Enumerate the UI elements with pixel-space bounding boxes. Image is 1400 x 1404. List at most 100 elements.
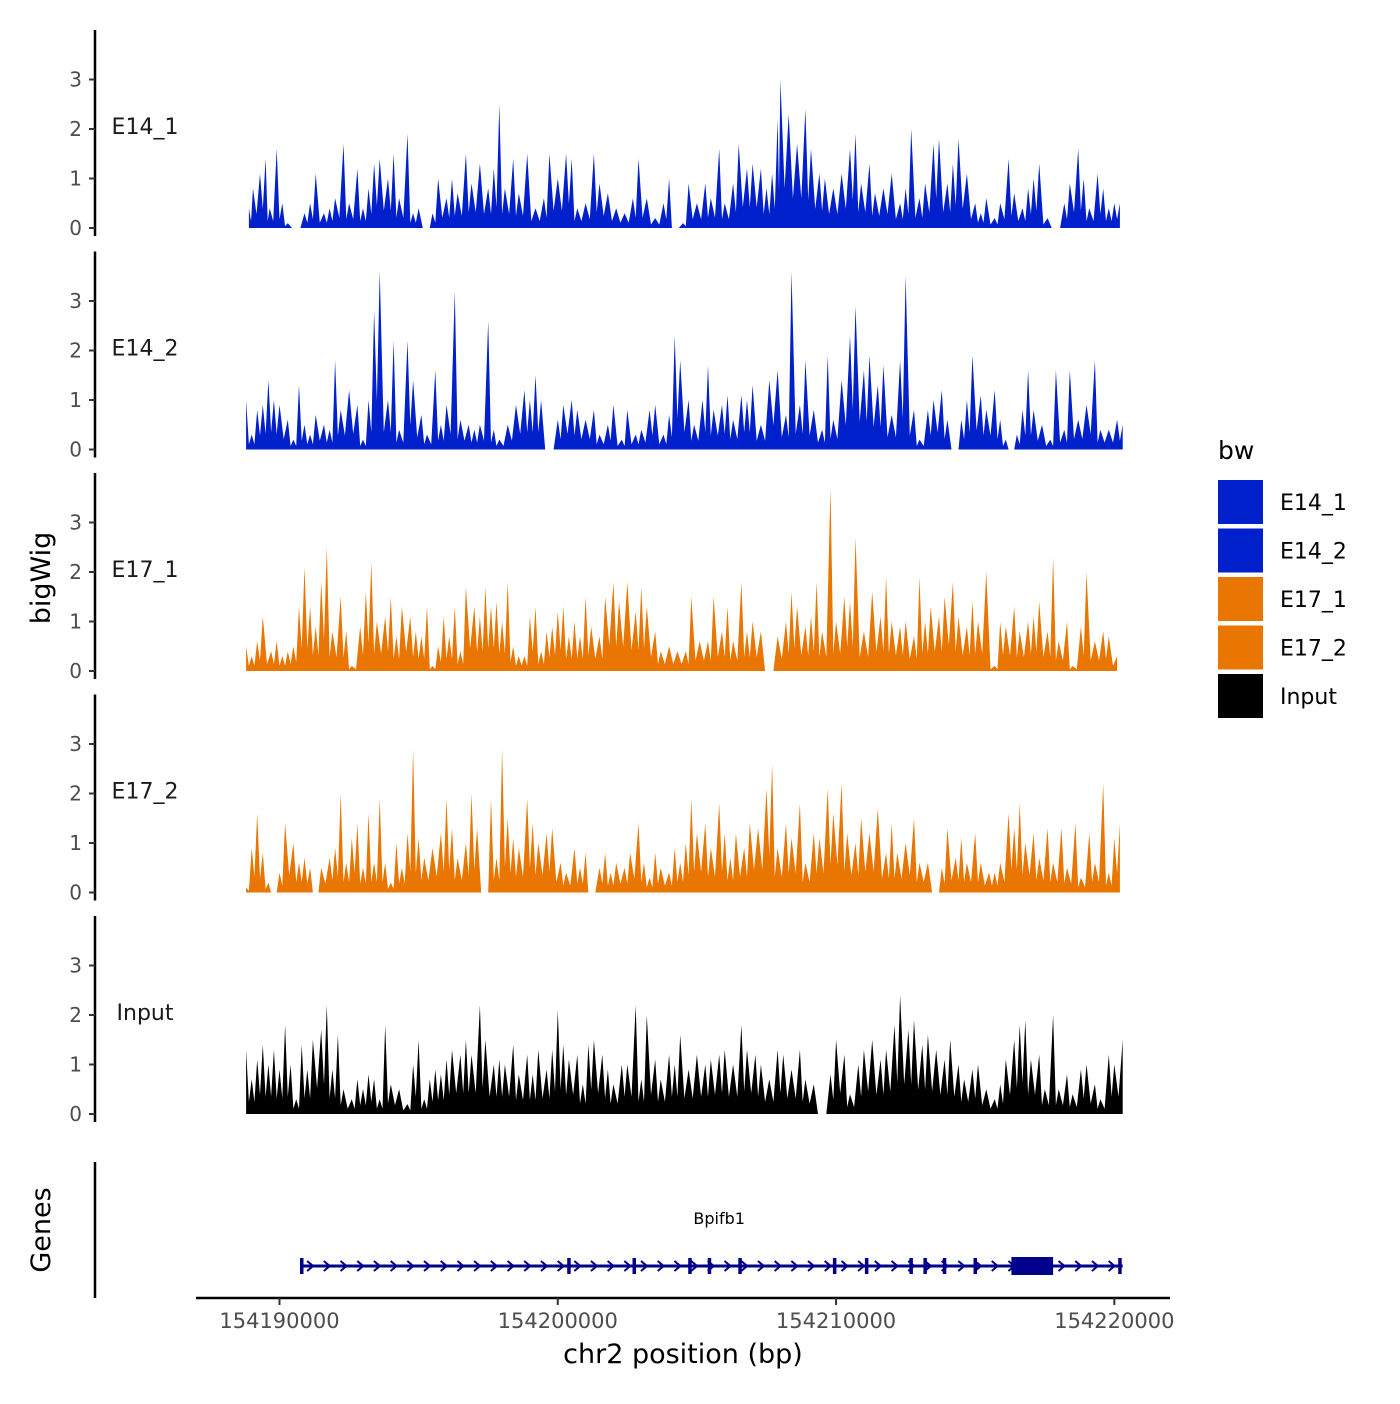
track-e14-1: 0 1 2 3 E14_1 [69, 30, 1120, 240]
coverage-point [557, 611, 558, 612]
coverage-point [474, 429, 475, 430]
coverage-point [1072, 665, 1073, 666]
coverage-point [357, 168, 358, 169]
coverage-point [449, 636, 450, 637]
strand-arrow [740, 1260, 749, 1272]
coverage-point [1080, 626, 1081, 627]
coverage-point [493, 168, 494, 169]
coverage-point [362, 208, 363, 209]
coverage-point [602, 1054, 603, 1055]
coverage-point [1019, 631, 1020, 632]
coverage-point [891, 823, 892, 824]
coverage-point [674, 227, 675, 228]
coverage-point [822, 1113, 823, 1114]
coverage-point [680, 1034, 681, 1035]
coverage-point [393, 340, 394, 341]
coverage-point [724, 833, 725, 834]
coverage-point [1061, 828, 1062, 829]
coverage-point [368, 813, 369, 814]
coverage-point [849, 601, 850, 602]
coverage-point [947, 183, 948, 184]
coverage-point [1033, 409, 1034, 410]
coverage-point [265, 158, 266, 159]
coverage-point [1108, 429, 1109, 430]
coverage-point [855, 842, 856, 843]
coverage-point [1122, 1039, 1123, 1040]
coverage-point [1047, 631, 1048, 632]
coverage-point [746, 168, 747, 169]
coverage-point [958, 138, 959, 139]
coverage-point [349, 390, 350, 391]
coverage-point [863, 370, 864, 371]
coverage-point [593, 1039, 594, 1040]
coverage-point [568, 1059, 569, 1060]
coverage-point [705, 1064, 706, 1065]
coverage-point [563, 1044, 564, 1045]
coverage-point [248, 208, 249, 209]
legend-key-swatch [1218, 674, 1263, 718]
coverage-point [557, 1009, 558, 1010]
legend-entry-e17-2: E17_2 [1218, 625, 1347, 670]
track-label: E17_1 [112, 558, 179, 583]
coverage-point [810, 148, 811, 149]
coverage-point [719, 803, 720, 804]
coverage-point [994, 1099, 995, 1100]
coverage-point [1053, 862, 1054, 863]
coverage-point [252, 188, 253, 189]
coverage-point [468, 424, 469, 425]
coverage-point [304, 213, 305, 214]
coverage-point [1086, 571, 1087, 572]
coverage-point [947, 419, 948, 420]
coverage-point [1044, 1089, 1045, 1090]
coverage-point [527, 1054, 528, 1055]
coverage-point [950, 1039, 951, 1040]
coverage-point [877, 385, 878, 386]
coverage-point [1055, 227, 1056, 228]
coverage-point [287, 223, 288, 224]
coverage-point [1025, 1019, 1026, 1020]
coverage-point [271, 651, 272, 652]
coverage-point [630, 852, 631, 853]
coverage-point [855, 537, 856, 538]
coverage-point [613, 404, 614, 405]
coverage-point [977, 621, 978, 622]
coverage-point [329, 208, 330, 209]
coverage-point [479, 616, 480, 617]
coverage-point [357, 823, 358, 824]
coverage-point [925, 183, 926, 184]
coverage-point [351, 665, 352, 666]
coverage-point [407, 340, 408, 341]
coverage-point [986, 198, 987, 199]
coverage-point [933, 143, 934, 144]
coverage-point [571, 399, 572, 400]
coverage-point [799, 1049, 800, 1050]
gene-exon [632, 1258, 636, 1274]
coverage-point [696, 833, 697, 834]
coverage-point [936, 1049, 937, 1050]
coverage-point [418, 837, 419, 838]
coverage-point [986, 571, 987, 572]
coverage-point [891, 414, 892, 415]
coverage-point [471, 183, 472, 184]
coverage-area [246, 749, 1120, 893]
coverage-point [298, 385, 299, 386]
coverage-point [507, 424, 508, 425]
coverage-point [579, 867, 580, 868]
coverage-point [496, 857, 497, 858]
coverage-point [688, 1069, 689, 1070]
coverage-point [262, 616, 263, 617]
coverage-point [566, 872, 567, 873]
legend-entry-label: E14_2 [1280, 540, 1347, 565]
coverage-point [897, 852, 898, 853]
coverage-point [844, 1054, 845, 1055]
coverage-point [805, 360, 806, 361]
coverage-point [296, 227, 297, 228]
coverage-point [663, 434, 664, 435]
coverage-point [307, 1069, 308, 1070]
coverage-point [279, 1069, 280, 1070]
coverage-point [680, 862, 681, 863]
coverage-point [861, 183, 862, 184]
coverage-point [688, 183, 689, 184]
coverage-point [541, 651, 542, 652]
coverage-point [766, 188, 767, 189]
